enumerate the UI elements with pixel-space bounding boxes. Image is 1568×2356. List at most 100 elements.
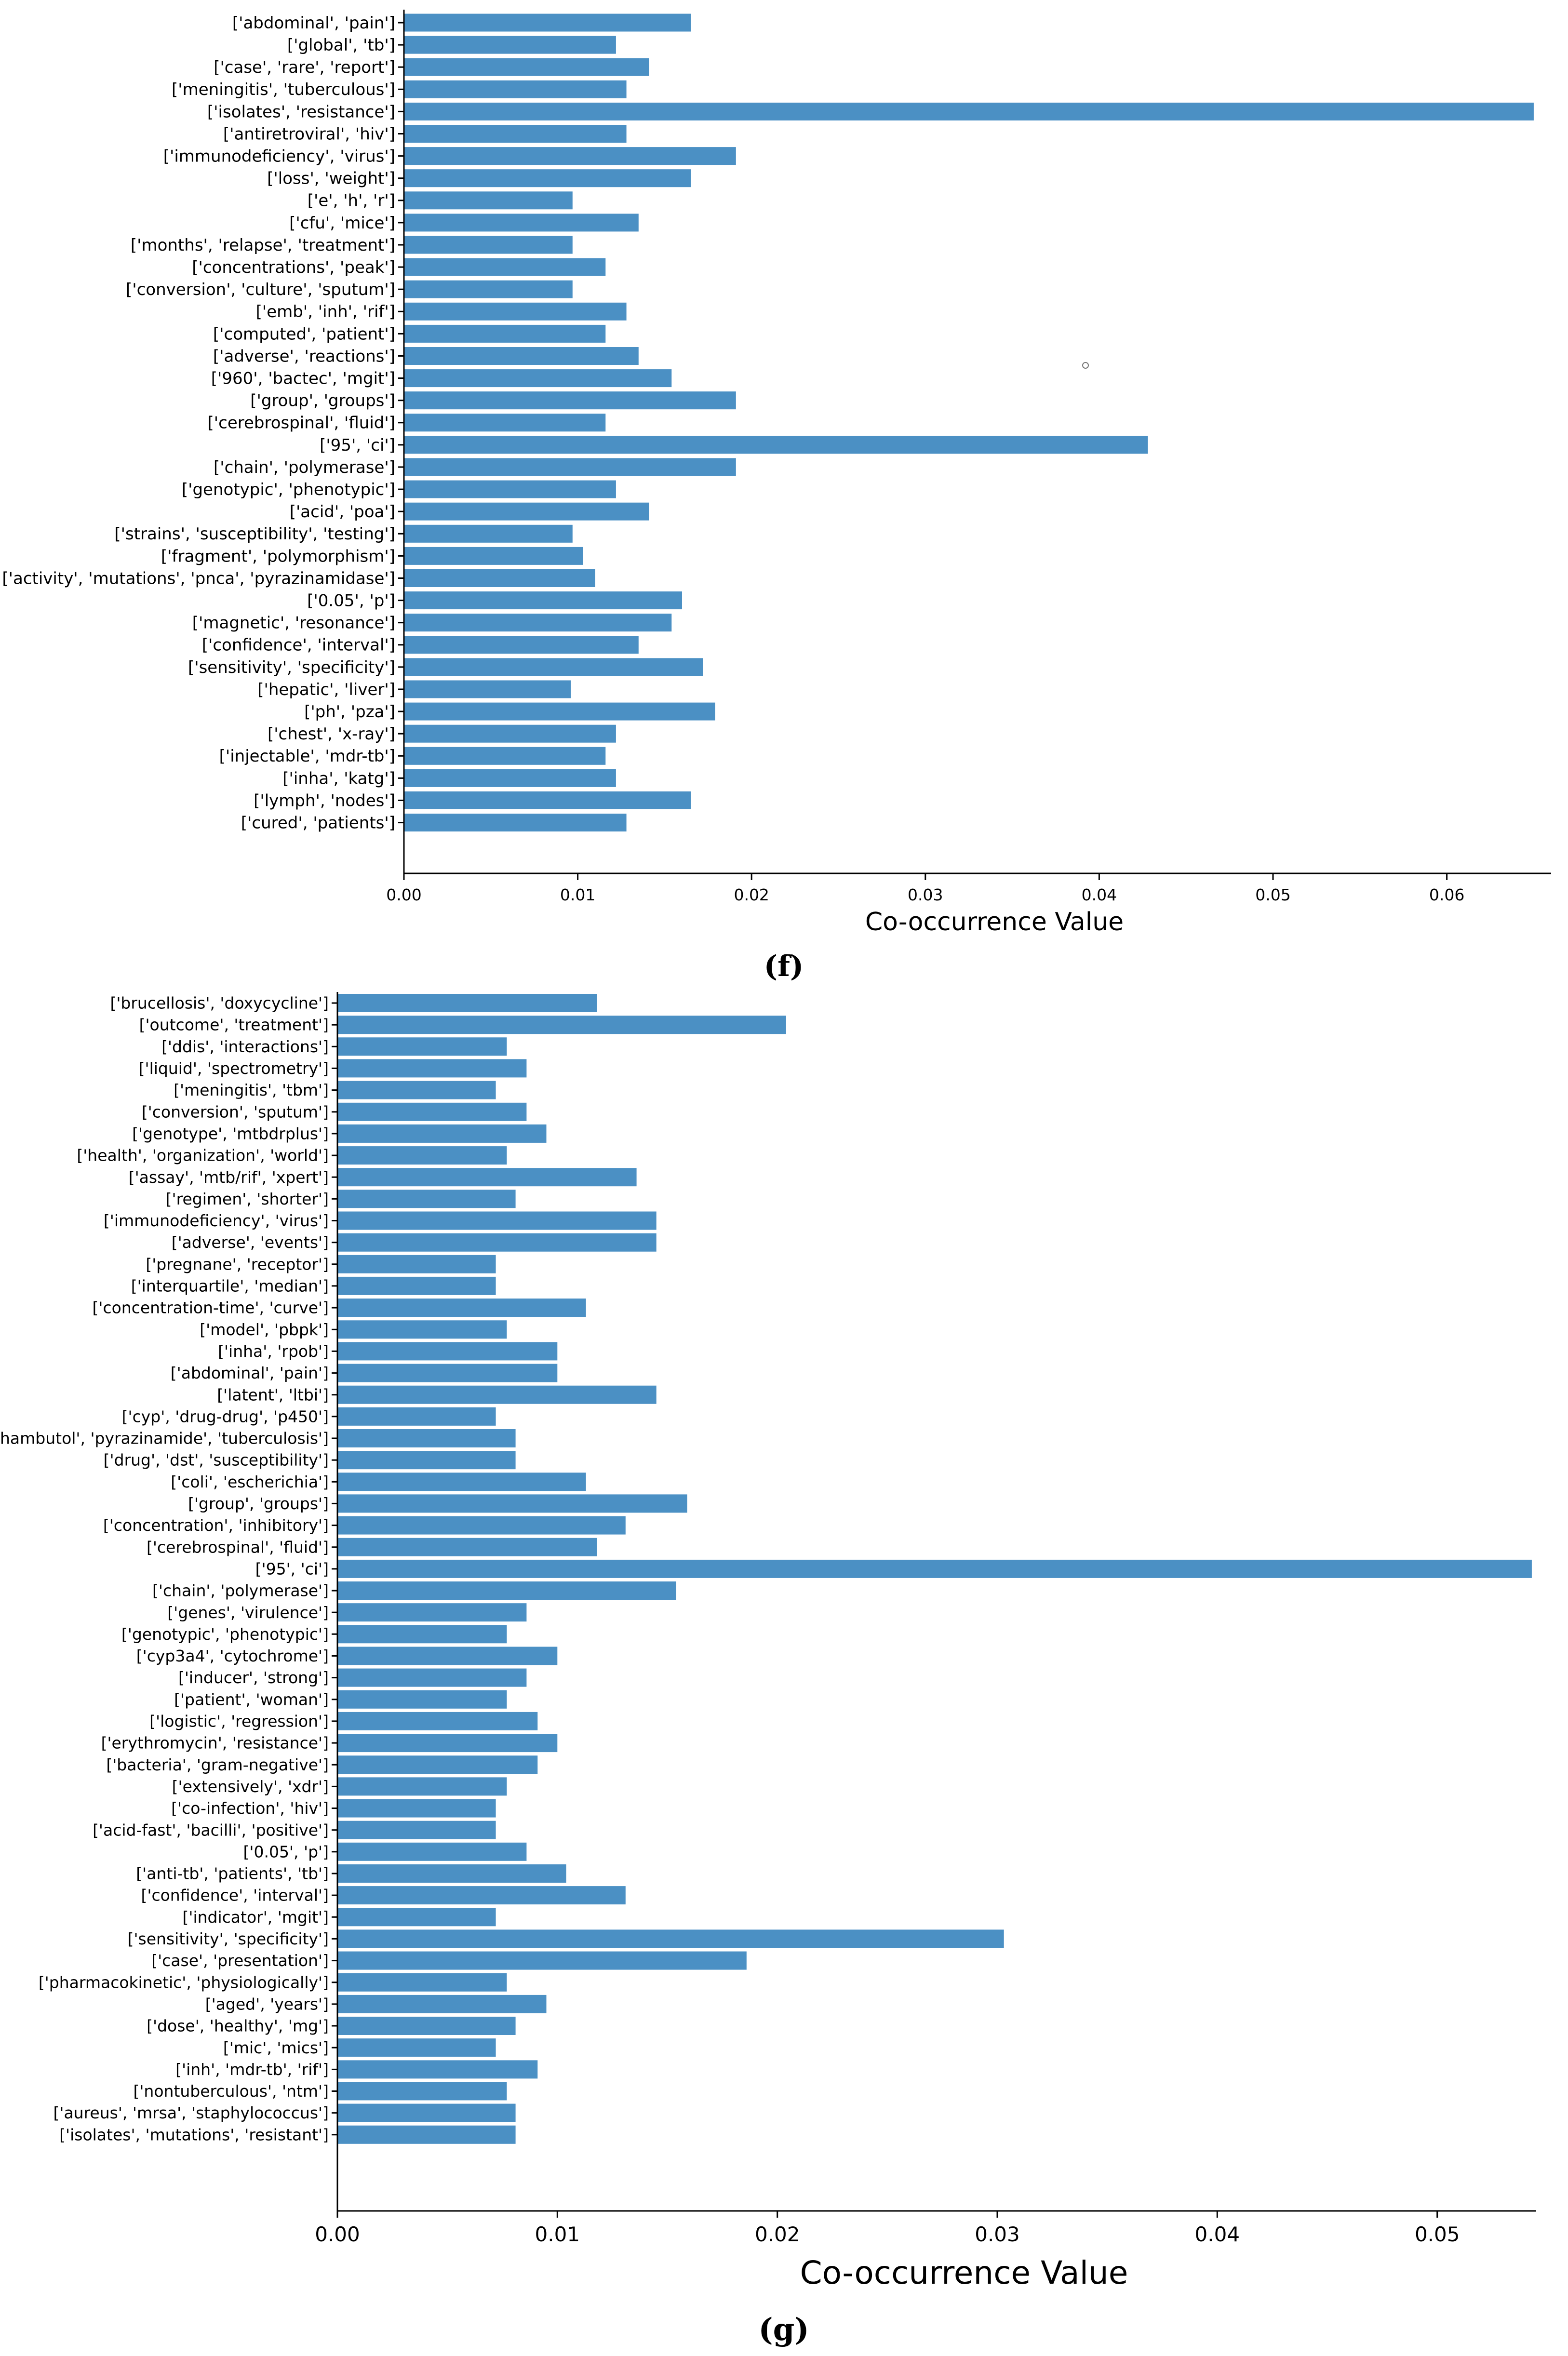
bar-f-25 [404,569,595,587]
bar-f-31 [404,702,715,721]
category-label: ['magnetic', 'resonance'] [192,614,395,633]
category-label: ['drug', 'dst', 'susceptibility'] [104,1451,329,1470]
category-label: ['assay', 'mtb/rif', 'xpert'] [129,1168,329,1187]
bar-g-36 [337,1777,507,1796]
bar-g-40 [337,1864,566,1883]
bar-g-37 [337,1799,496,1818]
bar-g-34 [337,1734,558,1753]
bar-g-21 [337,1451,516,1470]
bar-g-42 [337,1908,496,1927]
category-label: ['pregnane', 'receptor'] [146,1255,329,1273]
category-label: ['mic', 'mics'] [223,2038,329,2057]
bar-g-25 [337,1538,597,1556]
x-tick-label: 0.05 [1415,2222,1460,2246]
category-label: ['chain', 'polymerase'] [214,458,395,477]
bar-f-9 [404,214,639,232]
category-label: ['bacteria', 'gram-negative'] [106,1755,329,1774]
bar-g-13 [337,1276,496,1295]
panel-label: (f) [764,950,804,983]
category-label: ['isolates', 'mutations', 'resistant'] [59,2125,329,2144]
bar-f-10 [404,236,573,254]
category-label: ['aureus', 'mrsa', 'staphylococcus'] [54,2103,329,2122]
category-label: ['lymph', 'nodes'] [254,791,395,810]
bar-f-35 [404,791,691,809]
bar-f-36 [404,814,627,832]
x-tick-label: 0.03 [975,2222,1020,2246]
bar-f-0 [404,13,691,32]
category-label: ['antiretroviral', 'hiv'] [223,124,395,144]
category-label: ['genotype', 'mtbdrplus'] [132,1124,329,1143]
category-label: ['acid-fast', 'bacilli', 'positive'] [93,1821,329,1839]
bar-f-17 [404,391,736,410]
category-label: ['0.05', 'p'] [307,591,395,611]
bar-f-7 [404,169,691,187]
category-label: ['cured', 'patients'] [241,814,395,833]
stray-marker [1082,362,1089,369]
x-tick-label: 0.01 [560,885,595,904]
category-label: ['health', 'organization', 'world'] [77,1146,329,1165]
x-tick-label: 0.06 [1429,885,1464,904]
category-label: ['sensitivity', 'specificity'] [188,658,395,677]
bar-f-27 [404,614,672,632]
category-label: ['cyp3a4', 'cytochrome'] [136,1647,329,1665]
category-label: ['patient', 'woman'] [174,1690,329,1709]
category-label: ['latent', 'ltbi'] [217,1385,329,1404]
category-label: ['pharmacokinetic', 'physiologically'] [39,1973,329,1992]
category-label: ['confidence', 'interval'] [202,636,395,655]
bar-g-45 [337,1973,507,1992]
category-label: ['960', 'bactec', 'mgit'] [211,369,395,388]
bar-g-43 [337,1929,1004,1948]
category-label: ['group', 'groups'] [250,391,395,411]
x-tick-label: 0.02 [755,2222,800,2246]
category-label: ['meningitis', 'tuberculous'] [172,80,395,99]
category-label: ['inha', 'rpob'] [218,1342,329,1361]
category-label: ['concentration-time', 'curve'] [93,1298,329,1317]
bar-f-26 [404,591,682,610]
bar-f-30 [404,680,571,698]
bar-f-3 [404,80,627,98]
category-label: ['ddis', 'interactions'] [161,1037,329,1056]
bar-f-33 [404,747,606,765]
category-label: ['acid', 'poa'] [290,502,395,522]
bar-g-26 [337,1559,1532,1578]
bar-g-11 [337,1233,657,1252]
category-label: ['chain', 'polymerase'] [152,1581,329,1600]
bar-g-2 [337,1037,507,1056]
category-label: ['confidence', 'interval'] [141,1886,329,1905]
category-label: ['brucellosis', 'doxycycline'] [110,994,329,1013]
category-label: ['immunodeficiency', 'virus'] [104,1211,329,1230]
category-label: ['liquid', 'spectrometry'] [139,1059,329,1078]
category-label: ['outcome', 'treatment'] [139,1016,329,1034]
category-label: ['abdominal', 'pain'] [171,1364,329,1382]
category-label: ['nontuberculous', 'ntm'] [133,2082,329,2101]
category-label: ['fragment', 'polymorphism'] [161,547,395,566]
bar-g-16 [337,1342,558,1361]
bar-f-34 [404,769,616,787]
category-label: ['ethambutol', 'pyrazinamide', 'tubercul… [0,1429,329,1448]
category-label: ['concentrations', 'peak'] [192,258,395,277]
bar-g-12 [337,1255,496,1273]
x-tick-label: 0.03 [908,885,943,904]
x-tick-label: 0.02 [734,885,769,904]
category-label: ['dose', 'healthy', 'mg'] [147,2017,329,2035]
bar-g-0 [337,994,597,1012]
bar-f-22 [404,502,649,521]
category-label: ['hepatic', 'liver'] [257,680,395,699]
category-label: ['chest', 'x-ray'] [268,724,395,744]
bar-f-29 [404,658,703,676]
category-label: ['logistic', 'regression'] [149,1712,329,1731]
category-label: ['injectable', 'mdr-tb'] [219,747,395,766]
category-label: ['model', 'pbpk'] [200,1320,329,1339]
bar-f-6 [404,147,736,165]
category-label: ['activity', 'mutations', 'pnca', 'pyraz… [2,569,395,588]
bar-f-21 [404,480,616,498]
category-label: ['cerebrospinal', 'fluid'] [208,414,395,433]
category-label: ['aged', 'years'] [205,1995,329,2013]
bar-g-33 [337,1712,538,1730]
category-label: ['genes', 'virulence'] [167,1603,329,1622]
bar-g-9 [337,1190,516,1208]
category-label: ['conversion', 'sputum'] [142,1102,329,1121]
category-label: ['inha', 'katg'] [282,769,395,788]
category-label: ['conversion', 'culture', 'sputum'] [126,280,395,299]
